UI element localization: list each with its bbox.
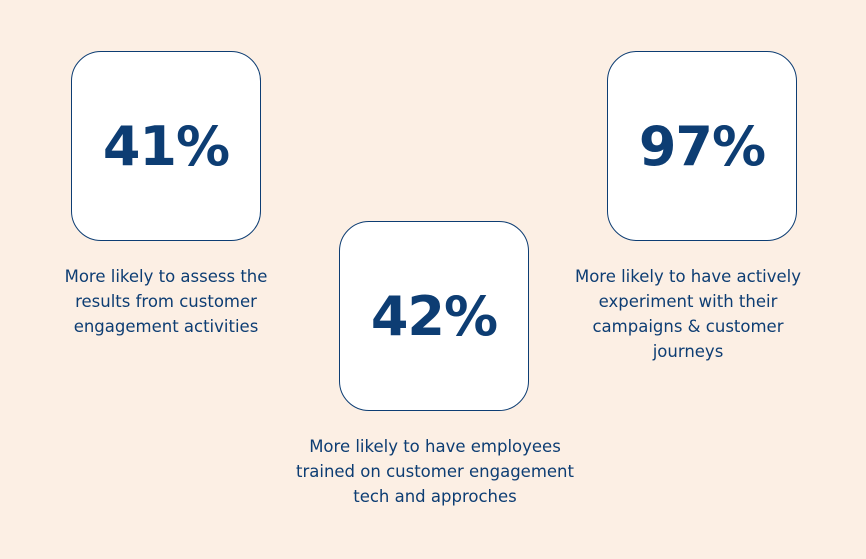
caption-line: journeys (652, 342, 724, 361)
caption-line: results from customer (75, 292, 257, 311)
caption-line: tech and approches (353, 487, 517, 506)
caption-line: campaigns & customer (592, 317, 784, 336)
stat-card-41: 41% (71, 51, 261, 241)
caption-line: More likely to have employees (309, 437, 561, 456)
caption-line: engagement activities (73, 317, 259, 336)
caption-line: More likely to have actively (574, 267, 802, 286)
stat-caption: More likely to have employees trained on… (270, 434, 600, 509)
stat-value: 42% (370, 284, 498, 348)
stat-card-97: 97% (607, 51, 797, 241)
caption-line: trained on customer engagement (296, 462, 574, 481)
stat-value: 97% (638, 114, 766, 178)
stat-value: 41% (102, 114, 230, 178)
caption-line: experiment with their (598, 292, 778, 311)
caption-line: More likely to assess the (64, 267, 268, 286)
stat-card-42: 42% (339, 221, 529, 411)
stat-caption: More likely to have actively experiment … (557, 264, 819, 364)
stat-caption: More likely to assess the results from c… (46, 264, 286, 339)
